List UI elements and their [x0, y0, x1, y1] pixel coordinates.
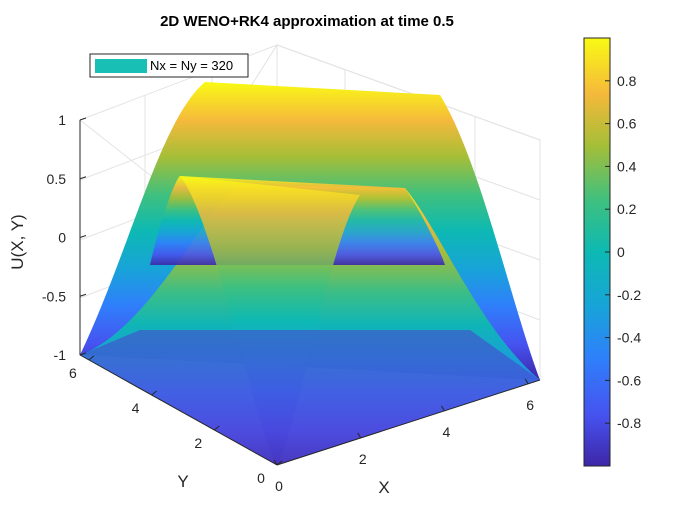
legend-swatch [95, 59, 147, 73]
x-ticks: 0 2 4 6 [273, 378, 534, 494]
colorbar: -0.8 -0.6 -0.4 -0.2 0 0.2 0.4 0.6 0.8 [583, 37, 641, 467]
x-tick-mark [441, 405, 445, 412]
y-axis-label: Y [177, 472, 188, 491]
z-tick-mark [79, 235, 87, 238]
z-tick-label: 0.5 [47, 171, 67, 187]
y-tick-label: 2 [194, 435, 202, 451]
z-tick-mark [79, 352, 87, 356]
surface-base [80, 330, 540, 465]
y-axis-line [79, 354, 278, 466]
z-tick-label: -0.5 [42, 288, 66, 304]
z-axis-label: U(X, Y) [8, 214, 27, 269]
colorbar-tick-label: -0.8 [617, 415, 641, 431]
z-tick-mark [79, 176, 87, 180]
chart-title: 2D WENO+RK4 approximation at time 0.5 [160, 13, 454, 30]
y-tick-mark [151, 390, 157, 396]
x-axis-label: X [378, 478, 389, 497]
colorbar-tick-label: 0.2 [617, 201, 637, 217]
colorbar-tick-label: 0.4 [617, 158, 637, 174]
colorbar-tick-label: -0.4 [617, 330, 641, 346]
z-ticks: -1 -0.5 0 0.5 1 [42, 112, 87, 363]
colorbar-tick-label: 0.6 [617, 116, 637, 132]
x-axis-line [276, 379, 541, 466]
y-tick-mark [276, 460, 283, 466]
legend-entry: Nx = Ny = 320 [150, 58, 233, 73]
legend: Nx = Ny = 320 [89, 53, 249, 78]
z-tick-label: -1 [54, 347, 67, 363]
x-tick-mark [524, 378, 529, 385]
y-tick-label: 4 [132, 400, 140, 416]
y-tick-label: 6 [69, 365, 77, 381]
z-tick-mark [79, 293, 87, 297]
y-ticks: 0 2 4 6 [69, 355, 283, 486]
x-tick-label: 6 [526, 397, 534, 413]
colorbar-ticks: -0.8 -0.6 -0.4 -0.2 0 0.2 0.4 0.6 0.8 [605, 73, 641, 431]
x-tick-label: 0 [275, 478, 283, 494]
x-tick-label: 4 [443, 424, 451, 440]
x-tick-label: 2 [359, 451, 367, 467]
z-tick-mark [79, 117, 87, 121]
z-tick-label: 0 [58, 230, 66, 246]
y-tick-mark [88, 355, 95, 361]
colorbar-tick-label: -0.2 [617, 287, 641, 303]
x-tick-mark [273, 459, 278, 466]
colorbar-tick-label: -0.6 [617, 372, 641, 388]
z-tick-label: 1 [58, 112, 66, 128]
y-tick-mark [213, 425, 220, 431]
x-tick-mark [357, 432, 362, 439]
colorbar-tick-label: 0 [617, 244, 625, 260]
y-tick-label: 0 [257, 470, 265, 486]
surface [80, 82, 540, 465]
surface-valley [180, 176, 360, 465]
colorbar-tick-label: 0.8 [617, 73, 637, 89]
